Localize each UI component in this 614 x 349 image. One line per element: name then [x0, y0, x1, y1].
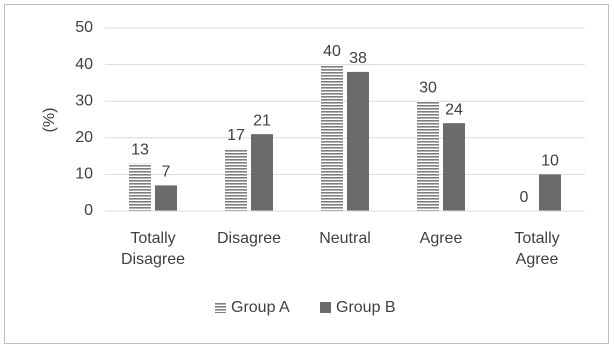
legend-swatch [320, 302, 331, 313]
bar [225, 148, 247, 211]
data-label: 40 [323, 43, 341, 60]
y-tick-label: 10 [75, 166, 93, 183]
bar [321, 64, 343, 211]
x-tick-label: Disagree [217, 230, 281, 247]
legend-swatch [215, 302, 226, 313]
data-label: 10 [541, 153, 559, 170]
data-label: 24 [445, 101, 463, 118]
x-tick-label: Neutral [319, 230, 371, 247]
x-tick-label: Agree [420, 230, 463, 247]
y-tick-label: 30 [75, 92, 93, 109]
x-tick-label: Totally Disagree [121, 230, 185, 268]
bar [347, 71, 369, 211]
data-label: 7 [162, 164, 171, 181]
data-label: 17 [227, 127, 245, 144]
y-tick-label: 50 [75, 19, 93, 36]
data-label: 21 [253, 112, 271, 129]
legend-label: Group A [231, 299, 290, 316]
data-label: 30 [419, 79, 437, 96]
bar [251, 134, 273, 211]
data-label: 38 [349, 50, 367, 67]
y-tick-label: 0 [84, 202, 93, 219]
bar [155, 185, 177, 211]
y-axis-label: (%) [41, 108, 58, 133]
bar [539, 174, 561, 211]
bar [443, 123, 465, 211]
bar [129, 163, 151, 211]
y-tick-label: 40 [75, 56, 93, 73]
data-label: 0 [520, 189, 529, 206]
y-tick-label: 20 [75, 129, 93, 146]
bar [417, 101, 439, 211]
legend-label: Group B [336, 299, 396, 316]
x-tick-label: Totally Agree [514, 230, 559, 268]
data-label: 13 [131, 142, 149, 159]
